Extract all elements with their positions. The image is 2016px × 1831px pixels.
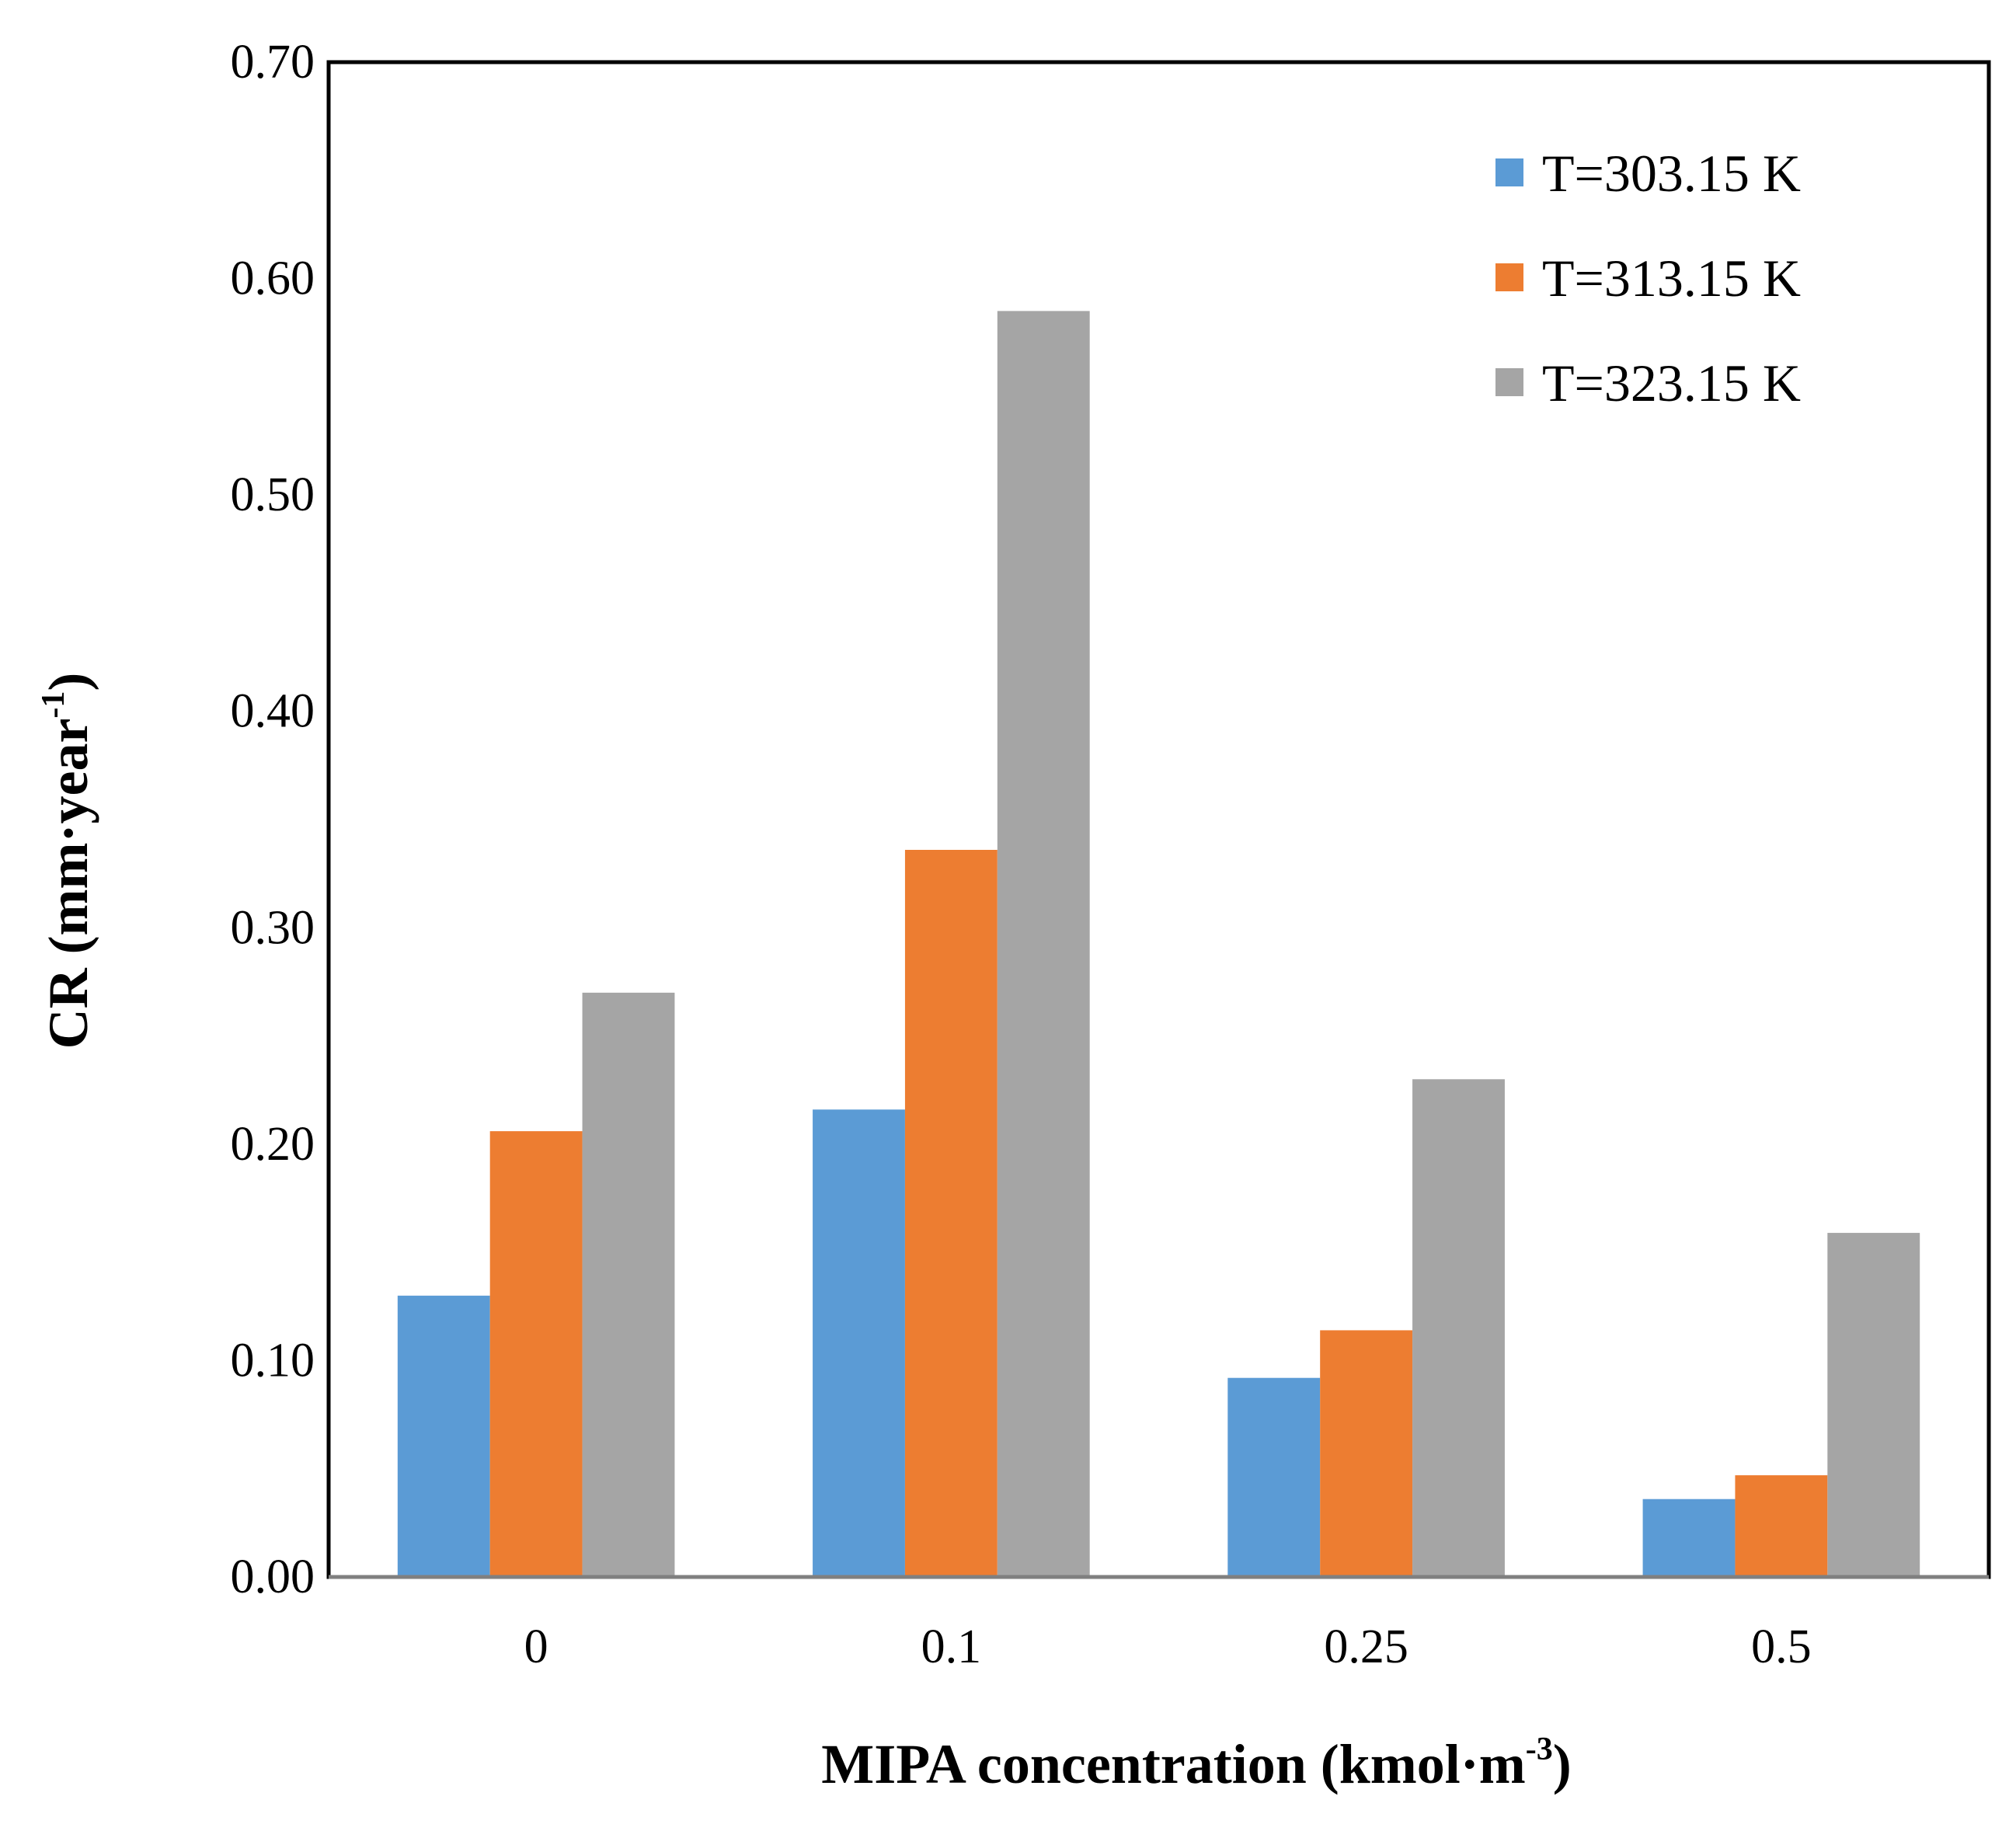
legend-swatch	[1495, 158, 1523, 186]
x-tick-label: 0.1	[921, 1620, 982, 1673]
x-tick-label: 0.5	[1751, 1620, 1812, 1673]
bar	[1827, 1233, 1920, 1577]
x-tick-label: 0.25	[1324, 1620, 1408, 1673]
y-tick-label: 0.70	[231, 36, 315, 89]
bar	[813, 1109, 905, 1577]
legend-label: T=323.15 K	[1542, 353, 1801, 412]
bar	[1320, 1330, 1413, 1577]
bar	[1735, 1475, 1828, 1577]
bar	[582, 992, 675, 1577]
y-tick-label: 0.20	[231, 1118, 315, 1171]
bars-layer	[397, 311, 1920, 1577]
x-axis-title: MIPA concentration (kmol·m-3)	[821, 1732, 1572, 1795]
legend-swatch	[1495, 263, 1523, 291]
y-tick-label: 0.10	[231, 1334, 315, 1387]
bar	[489, 1131, 583, 1577]
legend-swatch	[1495, 368, 1523, 396]
bar	[397, 1295, 490, 1577]
x-tick-labels: 0 0.1 0.25 0.5	[524, 1620, 1812, 1673]
y-axis-title: CR (mm·year-1)	[36, 673, 99, 1050]
y-tick-label: 0.30	[231, 901, 315, 954]
bar	[997, 311, 1090, 1577]
y-tick-label: 0.00	[231, 1551, 315, 1603]
bar	[904, 850, 998, 1577]
bar	[1412, 1079, 1505, 1577]
legend-label: T=303.15 K	[1542, 144, 1801, 203]
bar	[1227, 1377, 1321, 1577]
x-tick-label: 0	[524, 1620, 548, 1673]
bar	[1642, 1499, 1736, 1577]
y-tick-label: 0.50	[231, 468, 315, 521]
legend: T=303.15 K T=313.15 K T=323.15 K	[1495, 144, 1801, 412]
legend-label: T=313.15 K	[1542, 249, 1801, 308]
y-tick-label: 0.40	[231, 685, 315, 738]
y-tick-labels: 0.00 0.10 0.20 0.30 0.40 0.50 0.60 0.70	[231, 36, 315, 1603]
y-tick-label: 0.60	[231, 252, 315, 305]
